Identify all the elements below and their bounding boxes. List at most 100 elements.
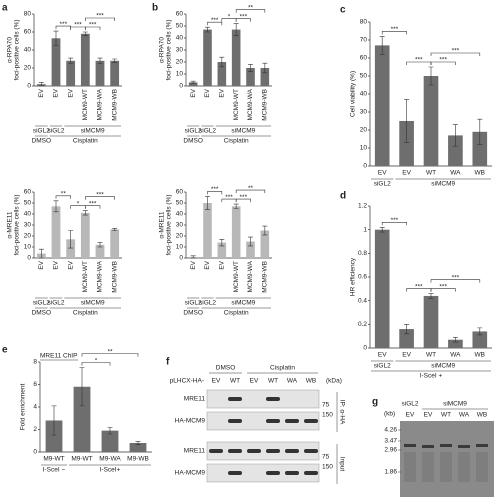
y-tick-label: 60	[360, 55, 368, 62]
blot-band	[285, 471, 299, 475]
bar	[51, 38, 61, 86]
group-label: Cisplatin	[224, 310, 249, 317]
y-tick-label: 10	[24, 244, 32, 251]
x-tick-label: MCM9-WB	[111, 89, 118, 121]
x-tick-label: EV	[378, 170, 387, 177]
x-tick-label: EV	[67, 260, 74, 269]
blot-strip	[206, 463, 320, 483]
bar	[101, 430, 119, 452]
treatment-label: Cisplatin	[270, 365, 295, 372]
y-tick-label: 50	[360, 73, 368, 80]
section-label: IP: α-HA	[338, 400, 345, 425]
error-bar	[379, 227, 385, 233]
x-tick-label: EV	[190, 260, 197, 269]
y-tick-label: 50	[24, 200, 32, 207]
y-tick-label: 10	[176, 71, 184, 78]
x-tick-label: WT	[426, 170, 436, 177]
lane-label: WT	[441, 412, 451, 419]
x-tick-label: M9-WA	[99, 456, 121, 463]
y-axis-label: foci-positive cells (%)	[166, 194, 173, 255]
significance-bracket	[381, 222, 407, 226]
ladder-label: 1.86	[384, 469, 397, 476]
x-tick-label: MCM9-WB	[262, 261, 269, 293]
ladder-label: 3.47	[384, 438, 397, 445]
y-tick-label: 30	[360, 109, 368, 116]
bar	[95, 60, 105, 86]
significance-label: ***	[89, 22, 97, 29]
bar	[203, 203, 212, 258]
significance-bracket	[381, 31, 407, 35]
x-tick-label: EV	[402, 170, 411, 177]
x-tick-label: EV	[402, 352, 411, 359]
error-bar	[82, 210, 88, 216]
significance-bracket	[81, 362, 111, 366]
bar	[472, 331, 488, 348]
gel-band	[440, 444, 452, 447]
group-label: siGL2	[33, 300, 50, 307]
bar	[51, 206, 61, 258]
significance-label: ***	[211, 186, 219, 193]
x-tick-label: EV	[53, 88, 60, 97]
group-label: siMCM9	[431, 181, 455, 188]
significance-label: *	[77, 200, 80, 207]
x-tick-label: M9-WT	[43, 456, 64, 463]
bar	[399, 121, 414, 166]
lane-label: WB	[306, 378, 316, 385]
error-bar	[53, 30, 59, 46]
significance-bracket	[235, 189, 266, 194]
unit-label: (kDa)	[326, 378, 342, 385]
group-label: I-SceI −	[43, 467, 66, 474]
bar	[448, 135, 463, 166]
panel-letter: g	[372, 397, 378, 408]
significance-label: ***	[211, 17, 219, 24]
error-bar	[190, 255, 196, 259]
significance-label: **	[248, 4, 254, 11]
y-tick-label: 10	[360, 145, 368, 152]
y-tick-label: 60	[24, 29, 32, 36]
gel-smear	[404, 452, 416, 482]
group-label: siGL2	[48, 128, 65, 135]
significance-label: **	[61, 191, 67, 198]
bar	[80, 33, 90, 86]
significance-label: *	[95, 357, 98, 364]
panel-letter: a	[2, 3, 8, 14]
bar	[66, 239, 76, 258]
significance-bracket	[85, 196, 115, 200]
error-bar	[262, 225, 268, 236]
y-tick-label: 40	[24, 211, 32, 218]
gel-band	[458, 445, 470, 448]
group-label: siMCM9	[431, 363, 455, 370]
blot-band	[266, 419, 280, 423]
x-tick-label: MCM9-WA	[247, 260, 254, 292]
x-tick-label: EV	[190, 88, 197, 97]
blot-strip	[206, 411, 320, 431]
y-axis-label: α-RPA70	[7, 37, 14, 63]
bar	[217, 242, 227, 258]
panel-letter: e	[2, 345, 8, 356]
y-tick-label: 0.8	[358, 250, 367, 257]
group-label: siMCM9	[81, 128, 105, 135]
x-tick-label: MCM9-WT	[82, 261, 89, 292]
y-tick-label: 0	[179, 83, 183, 90]
bar	[110, 229, 120, 258]
y-tick-label: 50	[176, 200, 184, 207]
bar	[188, 82, 198, 86]
gel-smear	[458, 452, 470, 482]
x-tick-label: WA	[450, 170, 461, 177]
y-tick-label: 20	[24, 65, 32, 72]
bar	[246, 68, 255, 86]
bar	[95, 244, 105, 258]
y-tick-label: 40	[176, 211, 184, 218]
x-tick-label: WB	[475, 352, 485, 359]
blot-row-label: MRE11	[184, 448, 206, 455]
x-tick-label: EV	[204, 260, 211, 269]
error-bar	[79, 367, 85, 407]
error-bar	[248, 236, 253, 247]
bar	[110, 60, 120, 86]
group-label: siGL2	[185, 128, 202, 135]
y-tick-label: 20	[24, 233, 32, 240]
significance-bracket	[430, 279, 481, 283]
blot-band	[304, 419, 318, 423]
group-label: DMSO	[32, 310, 52, 317]
